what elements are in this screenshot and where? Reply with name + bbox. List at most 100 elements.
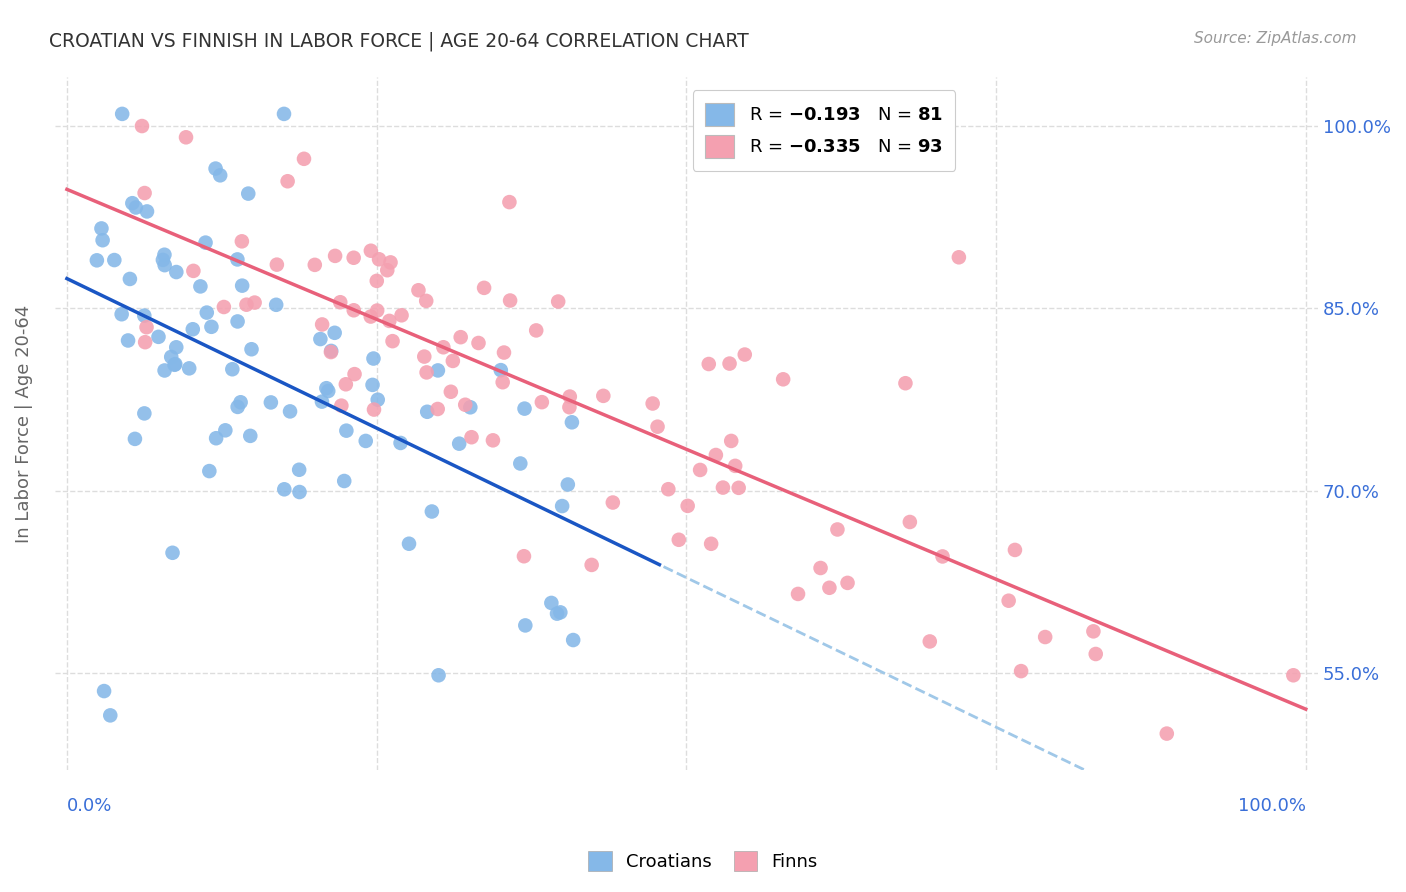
Point — [1083, 624, 1105, 639]
Point — [226, 314, 249, 328]
Point — [366, 274, 388, 288]
Point — [460, 401, 482, 415]
Point — [136, 204, 159, 219]
Point — [948, 250, 970, 264]
Point — [360, 310, 382, 324]
Point — [700, 537, 723, 551]
Point — [515, 618, 537, 632]
Point — [323, 249, 346, 263]
Point — [153, 363, 176, 377]
Point — [190, 279, 212, 293]
Point — [558, 390, 581, 404]
Point — [181, 322, 204, 336]
Point — [343, 367, 366, 381]
Point — [415, 366, 437, 380]
Point — [492, 376, 515, 390]
Point — [179, 361, 201, 376]
Legend: R = $\mathbf{-0.193}$   N = $\mathbf{81}$, R = $\mathbf{-0.335}$   N = $\mathbf{: R = $\mathbf{-0.193}$ N = $\mathbf{81}$,… — [693, 90, 955, 170]
Point — [194, 235, 217, 250]
Point — [378, 314, 401, 328]
Point — [240, 343, 263, 357]
Point — [111, 307, 134, 321]
Point — [198, 464, 221, 478]
Point — [264, 298, 287, 312]
Point — [288, 463, 311, 477]
Point — [524, 323, 547, 337]
Point — [239, 429, 262, 443]
Point — [229, 395, 252, 409]
Point — [354, 434, 377, 448]
Point — [363, 351, 385, 366]
Point — [360, 244, 382, 258]
Point — [489, 363, 512, 377]
Point — [316, 384, 339, 398]
Point — [343, 251, 366, 265]
Point — [1282, 668, 1305, 682]
Point — [98, 708, 121, 723]
Point — [315, 381, 337, 395]
Point — [827, 523, 849, 537]
Point — [118, 272, 141, 286]
Point — [152, 252, 174, 267]
Point — [121, 196, 143, 211]
Point — [772, 372, 794, 386]
Point — [550, 606, 572, 620]
Point — [205, 431, 228, 445]
Point — [724, 458, 747, 473]
Point — [273, 107, 295, 121]
Point — [420, 504, 443, 518]
Point — [319, 345, 342, 359]
Point — [163, 358, 186, 372]
Point — [787, 587, 810, 601]
Point — [689, 463, 711, 477]
Point — [183, 264, 205, 278]
Point — [174, 130, 197, 145]
Point — [226, 400, 249, 414]
Point — [93, 684, 115, 698]
Point — [1004, 543, 1026, 558]
Point — [90, 221, 112, 235]
Point — [380, 255, 402, 269]
Point — [894, 376, 917, 391]
Point — [1010, 664, 1032, 678]
Point — [195, 305, 218, 319]
Point — [389, 436, 412, 450]
Point — [413, 350, 436, 364]
Point — [266, 258, 288, 272]
Point — [1084, 647, 1107, 661]
Point — [103, 253, 125, 268]
Point — [368, 252, 391, 267]
Point — [125, 201, 148, 215]
Point — [367, 392, 389, 407]
Point — [415, 293, 437, 308]
Point — [165, 340, 187, 354]
Point — [375, 263, 398, 277]
Point — [309, 332, 332, 346]
Point — [135, 320, 157, 334]
Point — [562, 633, 585, 648]
Point — [221, 362, 243, 376]
Point — [366, 303, 388, 318]
Point — [124, 432, 146, 446]
Text: Source: ZipAtlas.com: Source: ZipAtlas.com — [1194, 31, 1357, 46]
Point — [148, 330, 170, 344]
Point — [997, 593, 1019, 607]
Point — [647, 419, 669, 434]
Point — [697, 357, 720, 371]
Point — [602, 495, 624, 509]
Point — [209, 169, 232, 183]
Point — [530, 395, 553, 409]
Point — [668, 533, 690, 547]
Point — [1156, 726, 1178, 740]
Point — [492, 345, 515, 359]
Point — [231, 278, 253, 293]
Point — [810, 561, 832, 575]
Point — [162, 546, 184, 560]
Point — [546, 607, 568, 621]
Point — [278, 404, 301, 418]
Point — [231, 235, 253, 249]
Point — [426, 402, 449, 417]
Point — [441, 354, 464, 368]
Point — [134, 309, 156, 323]
Point — [547, 294, 569, 309]
